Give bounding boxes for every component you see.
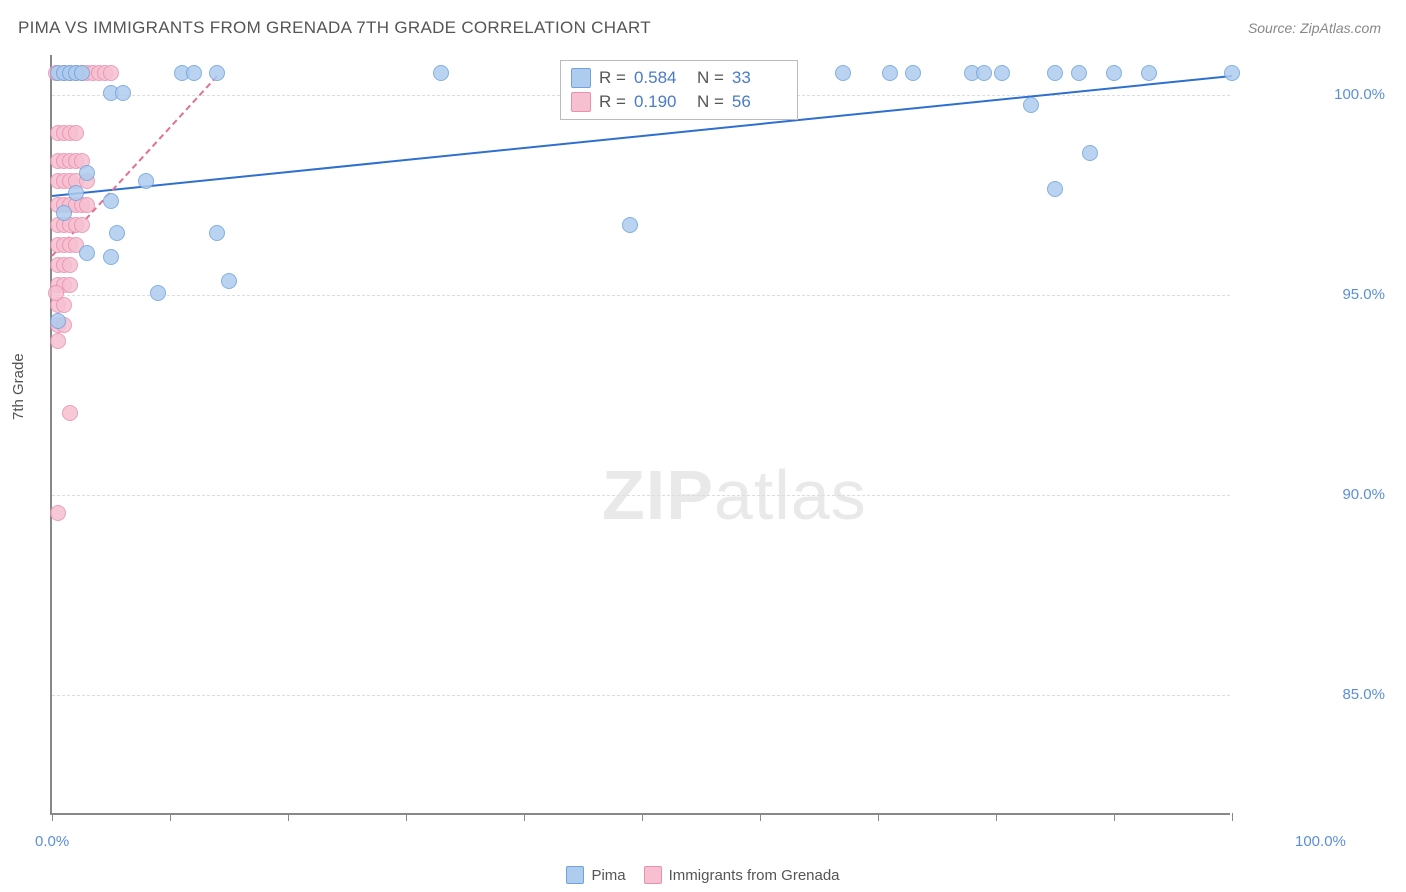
stat-n-value: 33 [732, 68, 787, 88]
xtick [52, 813, 53, 821]
xtick [760, 813, 761, 821]
legend-swatch [571, 92, 591, 112]
xtick [524, 813, 525, 821]
data-point [1082, 145, 1098, 161]
xtick [642, 813, 643, 821]
stat-r-value: 0.584 [634, 68, 689, 88]
data-point [622, 217, 638, 233]
data-point [74, 65, 90, 81]
data-point [186, 65, 202, 81]
stat-n-label: N = [697, 92, 724, 112]
data-point [50, 313, 66, 329]
ytick-label: 95.0% [1245, 286, 1385, 303]
legend-item: Immigrants from Grenada [644, 866, 840, 884]
data-point [1141, 65, 1157, 81]
data-point [68, 125, 84, 141]
data-point [882, 65, 898, 81]
data-point [835, 65, 851, 81]
data-point [103, 193, 119, 209]
scatter-plot: ZIPatlas [50, 55, 1230, 815]
stat-r-label: R = [599, 92, 626, 112]
gridline [52, 495, 1230, 496]
data-point [68, 185, 84, 201]
data-point [48, 285, 64, 301]
data-point [1023, 97, 1039, 113]
xtick [1232, 813, 1233, 821]
legend-swatch [644, 866, 662, 884]
legend-bottom: Pima Immigrants from Grenada [0, 866, 1406, 884]
data-point [150, 285, 166, 301]
stats-row: R = 0.584 N = 33 [571, 66, 787, 90]
legend-label: Immigrants from Grenada [669, 867, 840, 884]
data-point [50, 333, 66, 349]
ytick-label: 90.0% [1245, 486, 1385, 503]
chart-title: PIMA VS IMMIGRANTS FROM GRENADA 7TH GRAD… [18, 18, 651, 38]
data-point [50, 505, 66, 521]
xtick [878, 813, 879, 821]
data-point [103, 249, 119, 265]
data-point [1047, 65, 1063, 81]
data-point [994, 65, 1010, 81]
data-point [74, 217, 90, 233]
data-point [62, 277, 78, 293]
legend-label: Pima [591, 867, 625, 884]
stat-r-value: 0.190 [634, 92, 689, 112]
data-point [1106, 65, 1122, 81]
legend-item: Pima [566, 866, 625, 884]
data-point [79, 165, 95, 181]
stat-n-value: 56 [732, 92, 787, 112]
data-point [79, 197, 95, 213]
data-point [1071, 65, 1087, 81]
gridline [52, 295, 1230, 296]
data-point [1047, 181, 1063, 197]
xtick [1114, 813, 1115, 821]
legend-swatch [571, 68, 591, 88]
data-point [976, 65, 992, 81]
data-point [109, 225, 125, 241]
data-point [103, 65, 119, 81]
xtick [288, 813, 289, 821]
y-axis-label: 7th Grade [10, 353, 27, 420]
xtick [170, 813, 171, 821]
data-point [221, 273, 237, 289]
xtick [996, 813, 997, 821]
stats-legend-box: R = 0.584 N = 33 R = 0.190 N = 56 [560, 60, 798, 120]
stats-row: R = 0.190 N = 56 [571, 90, 787, 114]
data-point [905, 65, 921, 81]
xtick-label-min: 0.0% [35, 833, 69, 850]
data-point [79, 245, 95, 261]
data-point [56, 205, 72, 221]
data-point [138, 173, 154, 189]
data-point [62, 405, 78, 421]
data-point [209, 65, 225, 81]
data-point [115, 85, 131, 101]
stat-n-label: N = [697, 68, 724, 88]
data-point [1224, 65, 1240, 81]
data-point [62, 257, 78, 273]
xtick [406, 813, 407, 821]
xtick-label-max: 100.0% [1295, 833, 1346, 850]
ytick-label: 85.0% [1245, 686, 1385, 703]
data-point [433, 65, 449, 81]
source-credit: Source: ZipAtlas.com [1248, 20, 1381, 36]
stat-r-label: R = [599, 68, 626, 88]
data-point [209, 225, 225, 241]
ytick-label: 100.0% [1245, 86, 1385, 103]
gridline [52, 695, 1230, 696]
legend-swatch [566, 866, 584, 884]
